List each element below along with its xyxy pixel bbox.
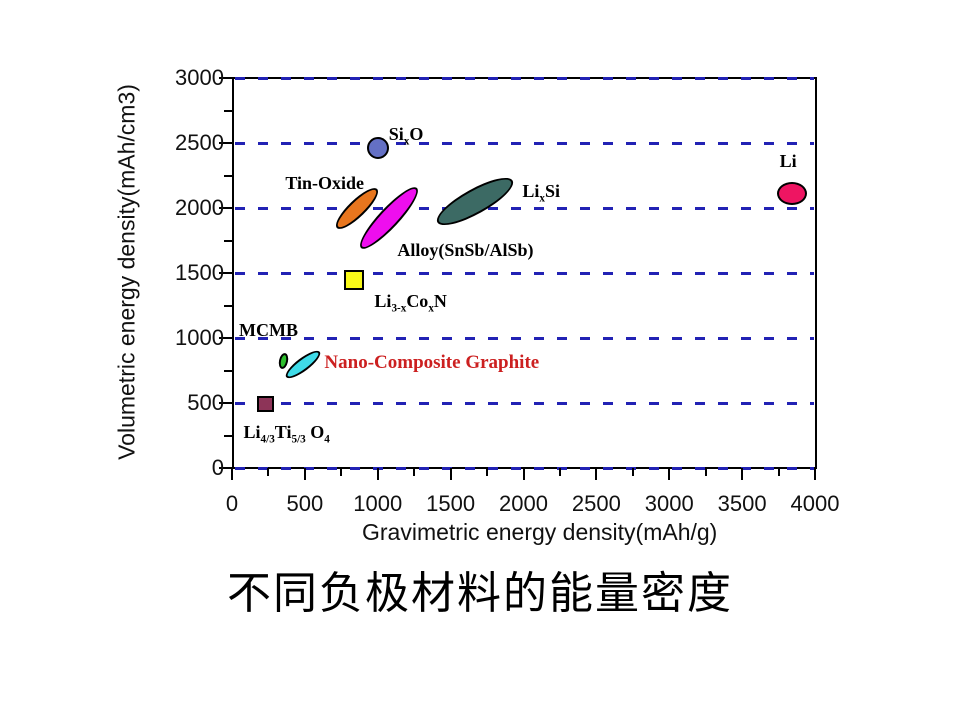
x-tick-label-3500: 3500 [717, 491, 767, 516]
y-minor-tick-2250 [224, 174, 232, 177]
x-major-tick-2000 [522, 468, 525, 480]
y-tick-label-2000: 2000 [175, 195, 224, 220]
x-major-tick-3000 [668, 468, 671, 480]
label-subscript: 5/3 [291, 433, 306, 446]
label-text: Co [406, 290, 429, 311]
label-li: Li [779, 150, 797, 172]
y-major-tick-1000 [219, 337, 232, 339]
x-tick-label-0: 0 [225, 491, 239, 516]
label-text: Nano-Composite Graphite [324, 352, 540, 373]
y-axis-label: Volumetric energy density(mAh/cm3) [113, 84, 140, 460]
gridline-y-1500 [235, 272, 814, 275]
label-li43ti53o4: Li4/3Ti5/3 O4 [243, 422, 330, 446]
label-tin-oxide: Tin-Oxide [285, 173, 365, 194]
label-text: Li [779, 150, 797, 171]
gridline-y-3000 [235, 77, 814, 80]
label-text: Ti [274, 422, 292, 443]
x-tick-label-1500: 1500 [426, 491, 476, 516]
point-li43ti53o4 [257, 396, 275, 413]
page-title: 不同负极材料的能量密度 [227, 569, 733, 618]
y-tick-label-1500: 1500 [175, 260, 224, 285]
x-tick-label-2000: 2000 [499, 491, 548, 516]
x-major-tick-2500 [595, 468, 598, 480]
gridline-y-500 [235, 402, 814, 405]
gridline-y-2500 [235, 142, 814, 145]
label-text: O [409, 124, 424, 145]
x-tick-label-4000: 4000 [790, 491, 840, 516]
label-subscript: x [539, 192, 545, 205]
label-subscript: x [428, 302, 434, 315]
y-major-tick-2000 [219, 207, 232, 209]
y-tick-label-500: 500 [187, 390, 224, 415]
x-major-tick-4000 [814, 468, 816, 480]
y-minor-tick-750 [224, 369, 232, 372]
y-tick-label-0: 0 [211, 455, 224, 480]
y-minor-tick-250 [224, 434, 232, 437]
y-major-tick-1500 [219, 272, 232, 274]
x-minor-tick-2750 [631, 468, 634, 476]
x-minor-tick-1750 [486, 468, 489, 476]
y-minor-tick-2750 [224, 109, 232, 112]
x-major-tick-1000 [376, 468, 379, 480]
y-major-tick-500 [219, 402, 232, 404]
gridline-y-2000 [235, 207, 814, 210]
y-tick-label-2500: 2500 [175, 130, 224, 155]
y-minor-tick-1250 [224, 304, 232, 307]
label-lixsi: LixSi [522, 180, 560, 205]
label-subscript: 3-x [391, 302, 407, 315]
label-text: N [433, 290, 447, 311]
label-subscript: x [403, 135, 410, 148]
x-major-tick-500 [303, 468, 306, 480]
x-tick-label-500: 500 [286, 491, 324, 516]
y-major-tick-0 [219, 467, 232, 469]
y-tick-label-3000: 3000 [175, 65, 224, 90]
label-text: Li [243, 422, 261, 443]
point-li [776, 182, 807, 206]
x-minor-tick-3250 [704, 468, 707, 476]
x-tick-label-2500: 2500 [571, 491, 621, 516]
label-text: Si [544, 180, 560, 201]
label-text: O [305, 422, 325, 443]
label-alloy-snsb-alsb: Alloy(SnSb/AlSb) [397, 240, 534, 261]
x-minor-tick-1250 [413, 468, 416, 476]
label-text: Li [374, 290, 392, 311]
x-major-tick-3500 [741, 468, 744, 480]
label-text: Li [522, 180, 540, 201]
point-sixo [366, 137, 389, 160]
label-text: Alloy(SnSb/AlSb) [397, 240, 534, 261]
x-axis-label: Gravimetric energy density(mAh/g) [362, 519, 718, 545]
label-sixo: SixO [388, 124, 424, 148]
label-text: MCMB [239, 320, 298, 341]
y-tick-label-1000: 1000 [175, 325, 224, 350]
label-mcmb: MCMB [239, 320, 298, 341]
y-minor-tick-1750 [224, 239, 232, 242]
label-text: Si [388, 124, 404, 145]
x-tick-label-3000: 3000 [644, 491, 694, 516]
gridline-y-1000 [235, 337, 814, 340]
x-minor-tick-3750 [777, 468, 780, 476]
label-subscript: 4/3 [260, 433, 275, 446]
label-nano-composite-graphite: Nano-Composite Graphite [324, 352, 540, 374]
gridline-y-0 [235, 467, 814, 470]
x-major-tick-0 [231, 468, 233, 480]
x-minor-tick-750 [340, 468, 343, 476]
label-subscript: 4 [324, 433, 330, 446]
x-minor-tick-2250 [558, 468, 561, 476]
point-li3-xcoxn [344, 269, 365, 290]
x-major-tick-1500 [449, 468, 452, 480]
y-major-tick-2500 [219, 142, 232, 144]
x-minor-tick-250 [267, 468, 270, 476]
label-text: Tin-Oxide [285, 173, 365, 193]
y-major-tick-3000 [219, 77, 232, 79]
x-tick-label-1000: 1000 [353, 491, 403, 516]
label-li3-xcoxn: Li3-xCoxN [374, 290, 447, 315]
